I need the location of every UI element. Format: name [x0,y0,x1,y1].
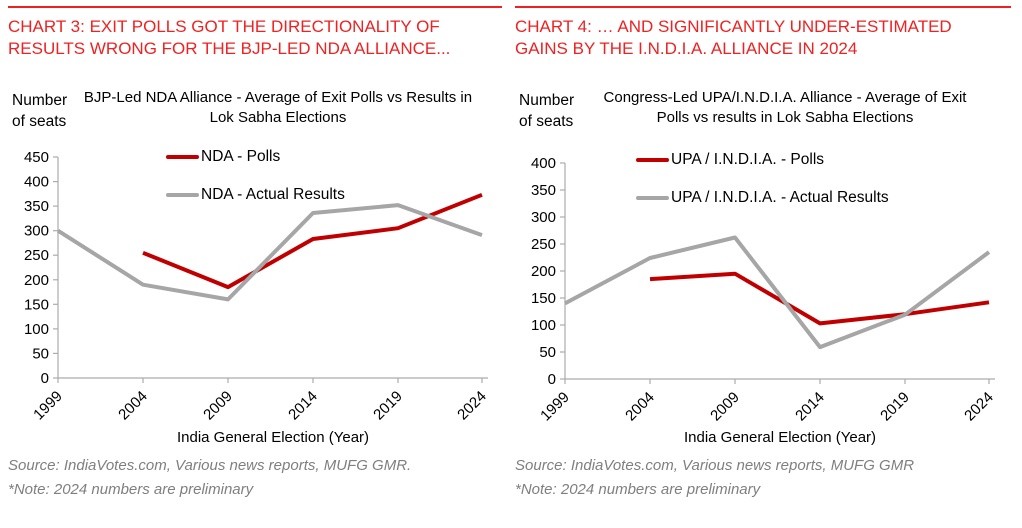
svg-text:250: 250 [24,247,49,264]
svg-text:2009: 2009 [200,388,236,424]
svg-text:200: 200 [24,272,49,289]
svg-text:2009: 2009 [707,389,743,425]
legend-item-actual: UPA / I.N.D.I.A. - Actual Results [636,187,889,209]
legend-label: NDA - Actual Results [201,186,345,203]
legend-label: UPA / I.N.D.I.A. - Polls [671,151,825,168]
chart-title: Congress-Led UPA/I.N.D.I.A. Alliance - A… [603,89,967,126]
y-axis-label: Number of seats [519,92,575,130]
note-line: *Note: 2024 numbers are preliminary [515,481,761,498]
x-axis-label: India General Election (Year) [683,429,877,446]
svg-text:2019: 2019 [877,389,913,425]
svg-text:400: 400 [531,155,556,172]
svg-text:450: 450 [24,149,49,166]
svg-text:150: 150 [24,296,49,313]
svg-text:2004: 2004 [622,389,658,425]
y-axis-label: Number of seats [12,92,68,130]
svg-text:2014: 2014 [285,388,321,424]
svg-text:2004: 2004 [115,388,151,424]
legend-item-actual: NDA - Actual Results [166,184,345,206]
upa-line-chart: 0 50 100 150 200 250 300 350 400 1999 2004 2009 2014… [531,155,997,425]
svg-text:200: 200 [531,263,556,280]
legend: NDA - Polls NDA - Actual Results [166,146,345,222]
top-red-rule [8,6,502,8]
legend: UPA / I.N.D.I.A. - Polls UPA / I.N.D.I.A… [636,149,889,225]
source-line: Source: IndiaVotes.com, Various news rep… [8,457,412,474]
svg-text:50: 50 [32,345,49,362]
svg-text:0: 0 [548,371,556,388]
svg-text:1999: 1999 [30,388,66,424]
chart3-panel: CHART 3: EXIT POLLS GOT THE DIRECTIONALI… [8,0,505,528]
polls-line-swatch [636,158,669,162]
svg-text:2024: 2024 [961,389,997,425]
chart3-header: CHART 3: EXIT POLLS GOT THE DIRECTIONALI… [8,17,451,58]
actual-line-swatch [636,196,669,200]
polls-line-swatch [166,155,199,159]
svg-text:100: 100 [531,317,556,334]
svg-text:300: 300 [531,209,556,226]
svg-text:300: 300 [24,223,49,240]
top-red-rule [515,6,1011,8]
svg-text:2014: 2014 [792,389,828,425]
nda-line-chart: 0 50 100 150 200 250 300 350 400 450 1999 2004 2009 2… [24,149,490,424]
svg-text:100: 100 [24,321,49,338]
svg-text:400: 400 [24,174,49,191]
svg-text:50: 50 [539,344,556,361]
legend-item-polls: UPA / I.N.D.I.A. - Polls [636,149,889,171]
legend-label: NDA - Polls [201,148,281,165]
svg-text:250: 250 [531,236,556,253]
chart-title: BJP-Led NDA Alliance - Average of Exit P… [83,89,473,126]
legend-label: UPA / I.N.D.I.A. - Actual Results [671,189,889,206]
x-axis-label: India General Election (Year) [176,429,370,446]
source-line: Source: IndiaVotes.com, Various news rep… [515,457,915,474]
svg-text:2019: 2019 [370,388,406,424]
svg-text:350: 350 [531,182,556,199]
note-line: *Note: 2024 numbers are preliminary [8,481,254,498]
chart4-header: CHART 4: … AND SIGNIFICANTLY UNDER-ESTIM… [515,17,952,58]
svg-text:1999: 1999 [537,389,573,425]
svg-text:0: 0 [41,370,49,387]
legend-item-polls: NDA - Polls [166,146,345,168]
chart4-panel: CHART 4: … AND SIGNIFICANTLY UNDER-ESTIM… [515,0,1014,528]
svg-text:2024: 2024 [454,388,490,424]
actual-line-swatch [166,193,199,197]
svg-text:350: 350 [24,198,49,215]
svg-text:150: 150 [531,290,556,307]
